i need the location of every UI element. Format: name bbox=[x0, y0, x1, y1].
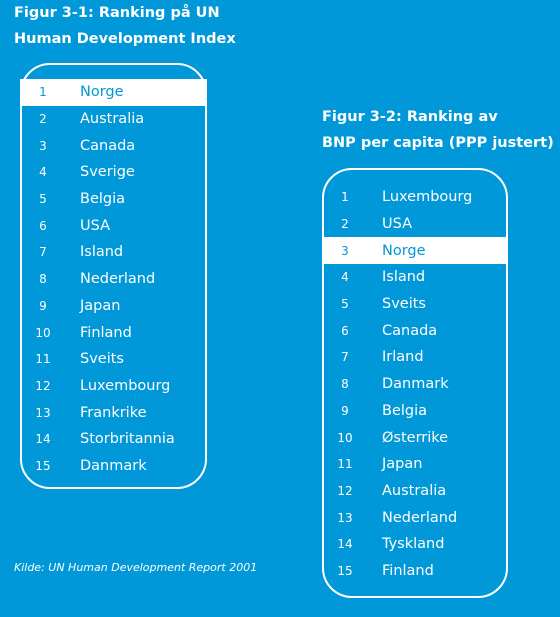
rank-number: 2 bbox=[341, 217, 349, 232]
figure1-ranking-list: 1 Norge 2 Australia 3 Canada 4 Sverige 5 Belgia 6 U… bbox=[20, 63, 207, 489]
source-note: Kilde: UN Human Development Report 2001 bbox=[14, 561, 258, 574]
rank-number: 8 bbox=[39, 272, 47, 287]
rank-number: 4 bbox=[341, 270, 349, 285]
list-item: 11 Sveits bbox=[22, 346, 205, 373]
list-item: 8 Danmark bbox=[324, 371, 506, 398]
list-item: 2 Australia bbox=[22, 106, 205, 133]
list-item: 5 Belgia bbox=[22, 186, 205, 213]
figure2-title: Figur 3-2: Ranking av BNP per capita (PP… bbox=[322, 104, 554, 156]
country-name: Australia bbox=[80, 111, 145, 128]
country-name: Danmark bbox=[80, 457, 147, 474]
list-item: 9 Belgia bbox=[324, 398, 506, 425]
country-name: Luxembourg bbox=[80, 377, 171, 394]
country-name: Luxembourg bbox=[382, 189, 473, 206]
country-name: Østerrike bbox=[382, 429, 449, 446]
figure2-title-line2: BNP per capita (PPP justert) bbox=[322, 135, 554, 151]
country-name: Canada bbox=[80, 137, 136, 154]
list-item: 9 Japan bbox=[22, 293, 205, 320]
list-item: 4 Sverige bbox=[22, 159, 205, 186]
rank-number: 5 bbox=[39, 192, 47, 207]
list-item: 6 USA bbox=[22, 212, 205, 239]
country-name: Sveits bbox=[382, 296, 426, 313]
rank-number: 14 bbox=[35, 432, 51, 447]
rank-number: 10 bbox=[337, 430, 353, 445]
country-name: Danmark bbox=[382, 376, 449, 393]
rank-number: 14 bbox=[337, 537, 353, 552]
rank-number: 7 bbox=[39, 245, 47, 260]
country-name: USA bbox=[382, 216, 413, 233]
rank-number: 12 bbox=[35, 378, 51, 393]
list-item: 10 Østerrike bbox=[324, 424, 506, 451]
list-item: 8 Nederland bbox=[22, 266, 205, 293]
country-name: Storbritannia bbox=[80, 431, 175, 448]
list-item: 12 Australia bbox=[324, 478, 506, 505]
list-item: 11 Japan bbox=[324, 451, 506, 478]
country-name: Belgia bbox=[80, 191, 126, 208]
country-name: Sveits bbox=[80, 351, 124, 368]
country-name: Japan bbox=[382, 456, 423, 473]
list-item: 5 Sveits bbox=[324, 291, 506, 318]
list-item: 3 Norge bbox=[322, 237, 508, 265]
list-item: 15 Danmark bbox=[22, 453, 205, 480]
rank-number: 13 bbox=[35, 405, 51, 420]
rank-number: 12 bbox=[337, 483, 353, 498]
country-name: Nederland bbox=[382, 509, 458, 526]
country-name: Irland bbox=[382, 349, 424, 366]
figure2-ranking-list: 1 Luxembourg 2 USA 3 Norge 4 Island 5 Sveits 6 Cana… bbox=[322, 168, 508, 598]
figure2-title-line1: Figur 3-2: Ranking av bbox=[322, 109, 498, 125]
country-name: Island bbox=[382, 269, 426, 286]
country-name: Tyskland bbox=[382, 536, 445, 553]
country-name: Sverige bbox=[80, 164, 135, 181]
rank-number: 1 bbox=[341, 190, 349, 205]
list-item: 7 Island bbox=[22, 239, 205, 266]
rank-number: 11 bbox=[35, 352, 51, 367]
list-item: 13 Nederland bbox=[324, 504, 506, 531]
rank-number: 15 bbox=[35, 458, 51, 473]
country-name: Island bbox=[80, 244, 124, 261]
country-name: Norge bbox=[80, 84, 124, 101]
country-name: Belgia bbox=[382, 402, 428, 419]
rank-number: 11 bbox=[337, 457, 353, 472]
country-name: Finland bbox=[382, 562, 434, 579]
list-item: 6 Canada bbox=[324, 317, 506, 344]
list-item: 1 Luxembourg bbox=[324, 184, 506, 211]
rank-number: 6 bbox=[39, 218, 47, 233]
country-name: Japan bbox=[80, 297, 121, 314]
list-item: 13 Frankrike bbox=[22, 399, 205, 426]
rank-number: 8 bbox=[341, 377, 349, 392]
list-item: 2 USA bbox=[324, 211, 506, 238]
list-item: 10 Finland bbox=[22, 319, 205, 346]
rank-number: 5 bbox=[341, 297, 349, 312]
rank-number: 9 bbox=[39, 298, 47, 313]
list-item: 1 Norge bbox=[20, 79, 207, 106]
list-item: 12 Luxembourg bbox=[22, 373, 205, 400]
list-item: 14 Tyskland bbox=[324, 531, 506, 558]
rank-number: 3 bbox=[39, 138, 47, 153]
country-name: Canada bbox=[382, 322, 438, 339]
list-item: 15 Finland bbox=[324, 558, 506, 585]
rank-number: 4 bbox=[39, 165, 47, 180]
country-name: Australia bbox=[382, 482, 447, 499]
rank-number: 9 bbox=[341, 403, 349, 418]
list-item: 14 Storbritannia bbox=[22, 426, 205, 453]
rank-number: 13 bbox=[337, 510, 353, 525]
rank-number: 3 bbox=[341, 243, 349, 258]
country-name: Nederland bbox=[80, 271, 156, 288]
list-item: 3 Canada bbox=[22, 132, 205, 159]
rank-number: 6 bbox=[341, 323, 349, 338]
country-name: Finland bbox=[80, 324, 132, 341]
country-name: Norge bbox=[382, 242, 426, 259]
figure1-title-line1: Figur 3-1: Ranking på UN bbox=[14, 5, 220, 21]
figure1-title: Figur 3-1: Ranking på UN Human Developme… bbox=[14, 0, 236, 52]
rank-number: 7 bbox=[341, 350, 349, 365]
rank-number: 10 bbox=[35, 325, 51, 340]
list-item: 4 Island bbox=[324, 264, 506, 291]
rank-number: 2 bbox=[39, 112, 47, 127]
rank-number: 15 bbox=[337, 563, 353, 578]
figure1-title-line2: Human Development Index bbox=[14, 31, 236, 47]
country-name: Frankrike bbox=[80, 404, 147, 421]
list-item: 7 Irland bbox=[324, 344, 506, 371]
country-name: USA bbox=[80, 217, 111, 234]
rank-number: 1 bbox=[39, 85, 47, 100]
